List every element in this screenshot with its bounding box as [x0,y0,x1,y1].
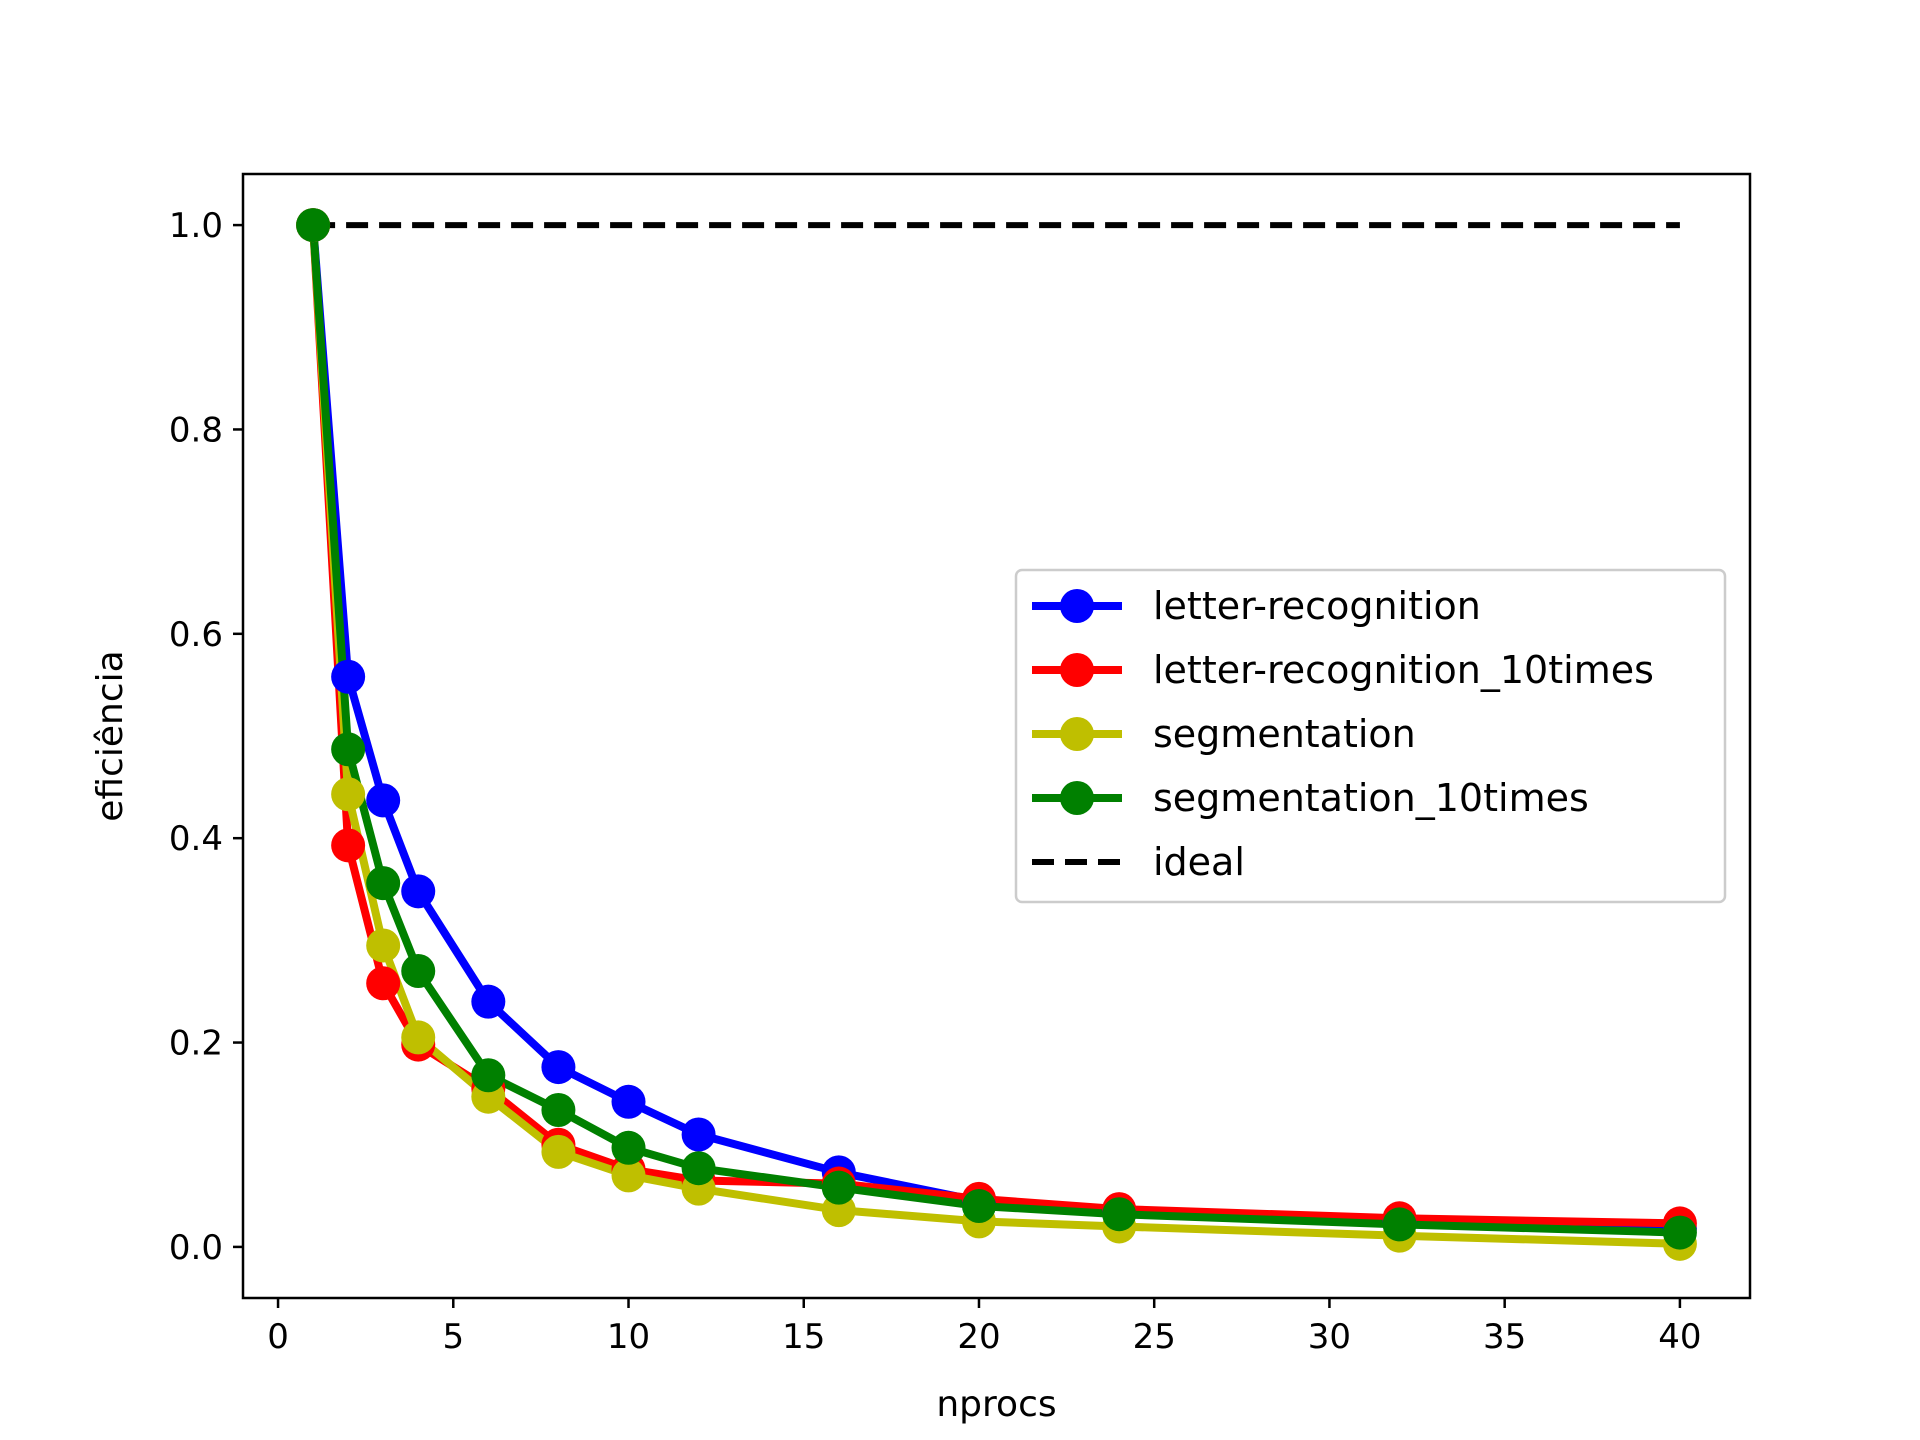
data-point-segmentation-10times [681,1151,716,1186]
data-point-letter-recognition [681,1117,716,1152]
y-tick-label: 0.2 [169,1024,223,1064]
data-point-segmentation-10times [1382,1207,1417,1242]
data-point-segmentation [611,1158,646,1193]
data-point-letter-recognition [611,1084,646,1119]
y-tick-label: 0.0 [169,1228,223,1268]
data-point-segmentation [541,1134,576,1169]
data-point-segmentation-10times [471,1058,506,1093]
legend-label-letter-recognition: letter-recognition [1153,584,1481,628]
x-tick-label: 20 [957,1317,1000,1357]
data-point-segmentation-10times [296,208,331,243]
x-tick-label: 30 [1308,1317,1351,1357]
legend-marker-segmentation-10times [1060,781,1094,815]
x-axis-label: nprocs [936,1384,1056,1425]
data-point-segmentation [366,928,401,963]
data-point-letter-recognition [331,659,366,694]
y-tick-label: 0.4 [169,819,223,859]
legend: letter-recognition letter-recognition_10t… [1014,568,1727,904]
axes-frame [241,172,1752,1300]
x-tick-label: 10 [607,1317,650,1357]
x-tick-label: 15 [782,1317,825,1357]
data-point-letter-recognition-10times [331,828,366,863]
legend-box [1014,568,1727,904]
y-tick-label: 0.8 [169,410,223,450]
data-point-letter-recognition [366,783,401,818]
data-point-segmentation-10times [961,1189,996,1224]
y-tick-label: 1.0 [169,206,223,246]
data-point-segmentation-10times [1662,1215,1697,1250]
legend-marker-letter-recognition [1060,589,1094,623]
data-point-segmentation-10times [541,1092,576,1127]
data-point-letter-recognition [401,874,436,909]
data-point-segmentation-10times [611,1130,646,1165]
y-axis-label: eficiência [90,650,131,821]
data-point-letter-recognition-10times [366,966,401,1001]
data-point-segmentation [331,777,366,812]
legend-label-segmentation: segmentation [1153,712,1416,756]
plot-area [241,172,1752,1300]
data-point-segmentation [401,1020,436,1055]
data-point-segmentation-10times [331,732,366,767]
x-tick-label: 0 [267,1317,289,1357]
legend-marker-segmentation [1060,717,1094,751]
data-point-segmentation-10times [366,866,401,901]
y-tick-label: 0.6 [169,615,223,655]
legend-label-ideal: ideal [1153,840,1245,884]
data-point-segmentation-10times [1102,1197,1137,1232]
x-tick-label: 5 [442,1317,464,1357]
legend-label-segmentation-10times: segmentation_10times [1153,776,1589,820]
legend-label-letter-recognition-10times: letter-recognition_10times [1153,648,1654,692]
x-tick-label: 35 [1483,1317,1526,1357]
x-tick-label: 25 [1133,1317,1176,1357]
legend-marker-letter-recognition-10times [1060,653,1094,687]
data-point-segmentation-10times [821,1170,856,1205]
x-tick-label: 40 [1658,1317,1701,1357]
axis-ticks: 0 5 10 15 20 25 30 35 40 0.0 0.2 0.4 0.6 0.8 1.0 [169,206,1702,1357]
data-point-letter-recognition [471,984,506,1019]
data-point-segmentation-10times [401,954,436,989]
data-point-letter-recognition [541,1050,576,1085]
